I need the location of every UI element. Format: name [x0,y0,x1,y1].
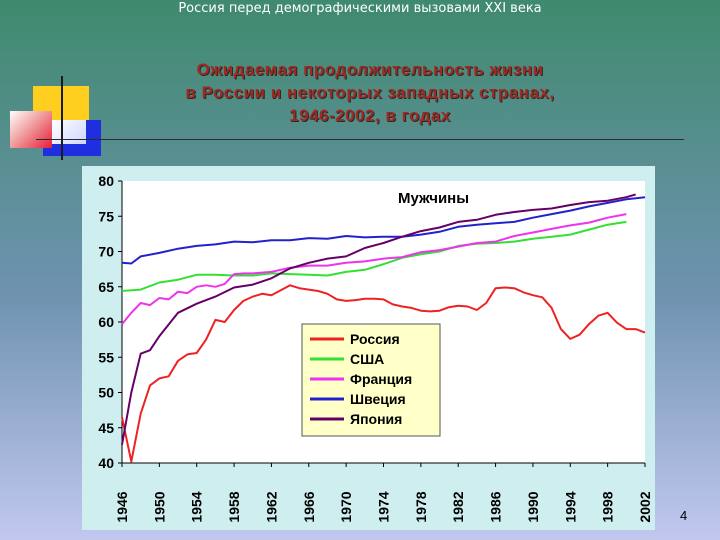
slide-header: Россия перед демографическими вызовами X… [178,1,542,16]
x-tick-label: 1966 [301,491,317,522]
x-tick-label: 1986 [488,491,504,522]
deco-white-square [52,120,86,144]
deco-red-square [10,111,52,148]
y-tick-label: 80 [98,173,114,189]
slide-title: Ожидаемая продолжительность жизни в Росс… [110,58,630,127]
y-tick-label: 70 [98,244,114,260]
x-tick-label: 1962 [263,491,279,522]
x-tick-label: 1954 [189,491,205,522]
x-tick-label: 1982 [450,491,466,522]
legend-label: США [350,351,384,367]
chart-frame: 40 45 50 55 60 65 70 75 80 1946 1950 1954 1958 1962 19… [82,166,655,530]
deco-horizontal-line [36,139,684,140]
slide-title-line-1: Ожидаемая продолжительность жизни [196,60,544,79]
series-line-3 [121,213,627,325]
y-tick-label: 65 [98,279,114,295]
y-tick-label: 60 [98,314,114,330]
legend-label: Франция [350,371,412,387]
slide-title-line-2: в России и некоторых западных странах, [185,83,555,102]
legend-label: Япония [350,411,402,427]
x-tick-label: 1974 [376,491,392,522]
chart-title: Мужчины [398,190,469,207]
x-tick-label: 1946 [114,491,130,522]
y-tick-label: 45 [98,420,114,436]
x-tick-label: 1958 [226,491,242,522]
x-tick-label: 2002 [637,491,653,522]
series-line-4 [121,196,646,265]
page-number: 4 [680,508,688,523]
x-tick-label: 1998 [600,491,616,522]
x-tick-label: 1978 [413,491,429,522]
series-line-5 [121,193,636,445]
series-line-1 [121,284,646,463]
slide-title-line-3: 1946-2002, в годах [289,106,451,125]
y-tick-label: 40 [98,455,114,471]
x-tick-label: 1990 [525,491,541,522]
series-line-2 [121,220,627,292]
x-tick-label: 1950 [151,491,167,522]
life-expectancy-chart: 40 45 50 55 60 65 70 75 80 1946 1950 1954 1958 1962 19… [98,173,653,523]
y-tick-label: 75 [98,208,114,224]
deco-vertical-line [61,76,63,160]
legend-label: Россия [350,331,400,347]
x-tick-label: 1994 [562,491,578,522]
y-tick-label: 55 [98,349,114,365]
y-tick-label: 50 [98,385,114,401]
legend-label: Швеция [350,391,406,407]
x-tick-label: 1970 [338,491,354,522]
